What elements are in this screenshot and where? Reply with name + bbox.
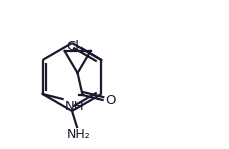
Text: O: O bbox=[105, 94, 116, 107]
Text: NH₂: NH₂ bbox=[67, 128, 90, 141]
Text: Cl: Cl bbox=[66, 41, 79, 53]
Text: NH: NH bbox=[64, 100, 84, 113]
